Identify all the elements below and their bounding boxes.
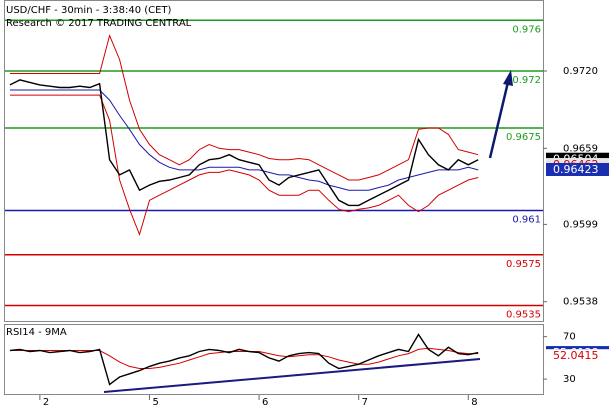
series-line xyxy=(9,333,479,386)
series-line xyxy=(9,79,479,207)
level-label: 0.9675 xyxy=(506,132,541,143)
value-marker-label: 0.96423 xyxy=(553,163,599,176)
y-tick-label: 0.9720 xyxy=(563,66,598,77)
arrow-head xyxy=(503,70,513,86)
x-tick-label: 7 xyxy=(362,397,368,408)
x-tick-label: 6 xyxy=(262,397,268,408)
chart-subtitle: Research © 2017 TRADING CENTRAL xyxy=(6,18,192,29)
y-tick-label: 30 xyxy=(563,374,576,385)
series-line xyxy=(10,33,479,181)
rsi-panel: 703055.013852.0415 xyxy=(9,332,609,386)
value-marker xyxy=(546,349,609,363)
x-tick-label: 2 xyxy=(43,397,49,408)
rsi-title: RSI14 - 9MA xyxy=(6,327,67,338)
chart-title: USD/CHF - 30min - 3:38:40 (CET) xyxy=(6,5,172,16)
series-line xyxy=(10,94,479,237)
y-tick-label: 70 xyxy=(563,332,576,343)
y-tick-label: 0.9599 xyxy=(563,219,598,230)
y-tick-label: 0.9538 xyxy=(563,297,598,308)
rsi-panel-frame xyxy=(4,324,544,395)
level-label: 0.976 xyxy=(512,24,541,35)
level-label: 0.9575 xyxy=(506,259,541,270)
x-tick-label: 8 xyxy=(471,397,477,408)
value-marker xyxy=(546,162,609,176)
forecast-arrow xyxy=(488,81,510,159)
series-line xyxy=(10,347,479,369)
x-tick-label: 5 xyxy=(152,397,158,408)
y-tick-label: 0.9659 xyxy=(563,143,598,154)
level-label: 0.9535 xyxy=(506,310,541,321)
rsi-trend-line xyxy=(103,358,481,393)
value-marker-label: 52.0415 xyxy=(553,349,599,362)
level-label: 0.961 xyxy=(512,214,541,225)
series-line xyxy=(10,89,479,191)
level-label: 0.972 xyxy=(512,75,541,86)
price-panel-frame xyxy=(4,0,544,322)
price-panel: 0.9720 0.9659 0.9599 0.9538 0.976 0.972 0.9675… xyxy=(5,19,609,321)
